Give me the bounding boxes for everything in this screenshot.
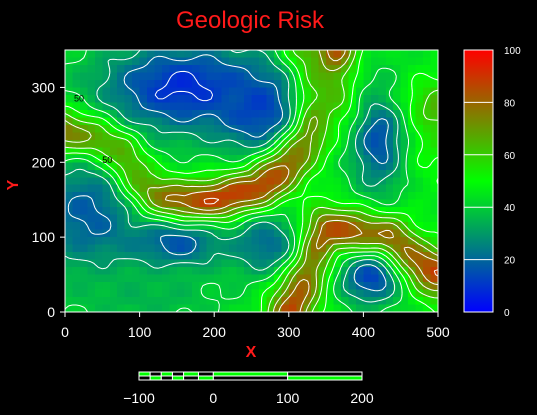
scale-bar-segment xyxy=(197,375,214,381)
scale-bar-segment xyxy=(138,371,151,377)
x-tick-label: 400 xyxy=(352,324,376,340)
contour-lines xyxy=(64,49,439,313)
scale-bar-segment xyxy=(138,375,151,381)
x-axis-label: X xyxy=(246,344,257,361)
scale-bar-label: −100 xyxy=(123,390,155,406)
y-tick-label: 200 xyxy=(32,154,56,170)
contour-label: 50 xyxy=(74,94,84,104)
contour-line-60 xyxy=(64,49,439,313)
contour-line-80 xyxy=(164,49,439,313)
scale-bar: −100 0 100 200 xyxy=(123,371,374,406)
colorbar: 0 20 40 60 80 100 xyxy=(463,46,521,319)
contour-line-50 xyxy=(64,49,439,313)
x-tick-label: 300 xyxy=(277,324,301,340)
contour-line-20 xyxy=(67,54,389,292)
contour-line-70 xyxy=(64,49,439,313)
colorbar-tick-label: 100 xyxy=(504,46,521,57)
colorbar-tick-label: 0 xyxy=(504,308,510,319)
scale-bar-segment xyxy=(212,375,289,381)
scale-bar-segment xyxy=(160,371,173,377)
scale-bar-segment xyxy=(212,371,289,377)
scale-bar-label: 200 xyxy=(350,390,374,406)
x-tick-label: 100 xyxy=(128,324,152,340)
colorbar-gradient xyxy=(463,49,494,313)
colorbar-tick-label: 20 xyxy=(504,256,516,267)
scale-bar-segment xyxy=(149,371,162,377)
scale-bar-segment xyxy=(160,375,173,381)
scale-bar-segment xyxy=(197,371,214,377)
x-tick-label: 500 xyxy=(426,324,450,340)
colorbar-tick-label: 60 xyxy=(504,151,516,162)
scale-bar-segment xyxy=(183,371,199,377)
chart-title: Geologic Risk xyxy=(176,7,325,34)
y-tick-label: 300 xyxy=(32,79,56,95)
scale-bar-label: 0 xyxy=(209,390,217,406)
y-tick-label: 100 xyxy=(32,229,56,245)
scale-bar-label: 100 xyxy=(276,390,300,406)
contour-line-90 xyxy=(203,197,439,277)
y-axis-label: Y xyxy=(5,179,22,190)
y-axis: 0 100 200 300 xyxy=(32,79,65,320)
contour-line-30 xyxy=(64,49,399,303)
x-tick-label: 0 xyxy=(61,324,69,340)
scale-bar-segment xyxy=(149,375,162,381)
contour-line-10 xyxy=(154,70,214,102)
x-axis: 0 100 200 300 400 500 xyxy=(61,312,450,340)
colorbar-tick-label: 40 xyxy=(504,203,516,214)
scale-bar-segment xyxy=(287,375,363,381)
scale-bar-segment xyxy=(287,371,363,377)
y-tick-label: 0 xyxy=(47,304,55,320)
x-tick-label: 200 xyxy=(203,324,227,340)
scale-bar-segment xyxy=(171,375,185,381)
colorbar-tick-label: 80 xyxy=(504,98,516,109)
contour-label: 50 xyxy=(102,155,112,165)
scale-bar-segment xyxy=(171,371,185,377)
plot-frame xyxy=(64,49,439,313)
scale-bar-segment xyxy=(183,375,199,381)
plot-area: 50 50 xyxy=(64,49,439,313)
contour-labels: 50 50 xyxy=(74,94,112,165)
colorbar-ticks: 0 20 40 60 80 100 xyxy=(464,46,521,319)
